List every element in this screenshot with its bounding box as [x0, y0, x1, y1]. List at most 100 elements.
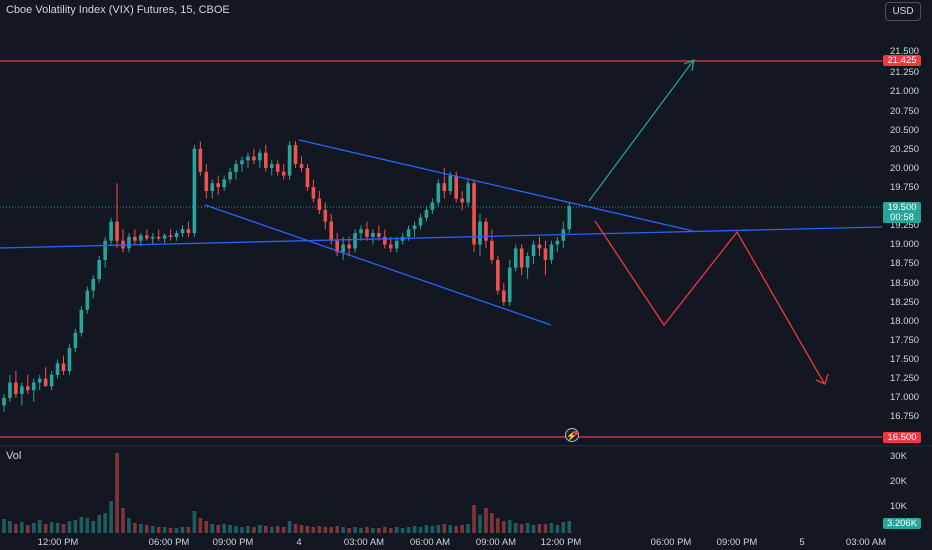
- candle-body[interactable]: [323, 210, 328, 222]
- candle-body[interactable]: [406, 229, 411, 237]
- candle-body[interactable]: [14, 382, 18, 395]
- candle-body[interactable]: [234, 164, 238, 172]
- candle-body[interactable]: [490, 240, 494, 260]
- bearish-projection-path[interactable]: [594, 220, 825, 384]
- candle-body[interactable]: [85, 290, 90, 310]
- candle-body[interactable]: [513, 248, 518, 268]
- candle-body[interactable]: [460, 198, 464, 203]
- candle-body[interactable]: [478, 221, 482, 245]
- candle-body[interactable]: [549, 244, 554, 260]
- candle-body[interactable]: [216, 183, 220, 188]
- candle-body[interactable]: [567, 206, 572, 230]
- candle-body[interactable]: [174, 233, 179, 237]
- candle-body[interactable]: [430, 202, 435, 211]
- candle-body[interactable]: [258, 152, 262, 161]
- candle-body[interactable]: [537, 244, 542, 249]
- price-axis[interactable]: 21.500 21.250 21.000 20.750 20.500 20.25…: [882, 0, 932, 550]
- candle-body[interactable]: [103, 240, 107, 260]
- candle-body[interactable]: [293, 144, 298, 165]
- candle-body[interactable]: [519, 248, 524, 268]
- candle-body[interactable]: [299, 164, 304, 168]
- alert-icon[interactable]: ⚡: [565, 428, 579, 442]
- candle-body[interactable]: [388, 244, 393, 249]
- candle-body[interactable]: [472, 183, 476, 245]
- candle-body[interactable]: [49, 374, 54, 387]
- candle-body[interactable]: [365, 229, 369, 237]
- candle-body[interactable]: [418, 217, 423, 226]
- candle-body[interactable]: [91, 279, 96, 291]
- volume-label[interactable]: Vol: [6, 450, 22, 462]
- candle-body[interactable]: [186, 229, 191, 234]
- candle-body[interactable]: [61, 363, 66, 372]
- candle-body[interactable]: [210, 183, 215, 191]
- candle-body[interactable]: [394, 240, 399, 249]
- candle-body[interactable]: [26, 386, 30, 391]
- candle-body[interactable]: [442, 183, 447, 191]
- candle-body[interactable]: [8, 382, 12, 398]
- candle-body[interactable]: [198, 148, 203, 172]
- descending-channel-lower-line[interactable]: [204, 204, 552, 326]
- candle-body[interactable]: [55, 363, 60, 375]
- candle-body[interactable]: [424, 210, 429, 218]
- candle-body[interactable]: [305, 167, 310, 188]
- candle-body[interactable]: [507, 267, 512, 303]
- symbol-title[interactable]: Cboe Volatility Index (VIX) Futures, 15,…: [6, 4, 230, 16]
- candle-body[interactable]: [317, 198, 322, 211]
- candle-body[interactable]: [192, 148, 197, 234]
- bullish-projection-arrow[interactable]: [588, 60, 694, 202]
- candle-body[interactable]: [97, 259, 101, 280]
- candle-body[interactable]: [377, 233, 381, 237]
- candle-body[interactable]: [275, 164, 280, 172]
- candle-body[interactable]: [341, 244, 345, 253]
- candle-body[interactable]: [2, 397, 6, 406]
- candle-body[interactable]: [466, 183, 470, 203]
- candle-body[interactable]: [43, 378, 48, 387]
- candle-body[interactable]: [531, 244, 536, 257]
- candle-body[interactable]: [484, 221, 488, 241]
- candle-body[interactable]: [37, 378, 42, 383]
- candle-body[interactable]: [222, 179, 226, 188]
- candle-body[interactable]: [502, 290, 506, 303]
- candle-body[interactable]: [555, 240, 560, 245]
- candle-body[interactable]: [335, 240, 339, 253]
- candle-body[interactable]: [525, 256, 530, 268]
- candle-body[interactable]: [139, 235, 143, 241]
- candle-body[interactable]: [228, 171, 232, 180]
- candle-body[interactable]: [156, 236, 161, 239]
- candle-body[interactable]: [127, 236, 131, 249]
- candle-body[interactable]: [347, 244, 351, 249]
- candle-body[interactable]: [371, 233, 375, 237]
- candle-body[interactable]: [281, 171, 286, 176]
- candle-body[interactable]: [162, 235, 167, 239]
- candle-body[interactable]: [73, 332, 78, 349]
- candle-body[interactable]: [359, 229, 363, 234]
- candle-body[interactable]: [246, 156, 250, 161]
- candle-body[interactable]: [31, 382, 36, 391]
- currency-button[interactable]: USD: [885, 2, 921, 21]
- candle-body[interactable]: [168, 235, 173, 237]
- candle-body[interactable]: [204, 171, 209, 191]
- candle-body[interactable]: [115, 221, 119, 241]
- candle-body[interactable]: [287, 144, 292, 176]
- candle-body[interactable]: [20, 386, 24, 395]
- candle-body[interactable]: [252, 156, 256, 161]
- candle-body[interactable]: [264, 152, 268, 168]
- candle-body[interactable]: [240, 160, 244, 165]
- candle-body[interactable]: [269, 164, 274, 168]
- candle-body[interactable]: [150, 236, 155, 239]
- candle-body[interactable]: [412, 225, 417, 230]
- candle-body[interactable]: [436, 183, 441, 203]
- candle-body[interactable]: [145, 235, 149, 239]
- candle-body[interactable]: [383, 236, 387, 245]
- support-trend-line[interactable]: [0, 226, 883, 249]
- candle-body[interactable]: [180, 229, 185, 234]
- candle-body[interactable]: [454, 175, 458, 199]
- candle-body[interactable]: [329, 221, 334, 241]
- candle-body[interactable]: [353, 233, 357, 249]
- candle-body[interactable]: [311, 187, 316, 199]
- candle-body[interactable]: [109, 221, 113, 241]
- candle-body[interactable]: [448, 175, 453, 191]
- candle-body[interactable]: [496, 259, 500, 291]
- candle-body[interactable]: [67, 348, 72, 372]
